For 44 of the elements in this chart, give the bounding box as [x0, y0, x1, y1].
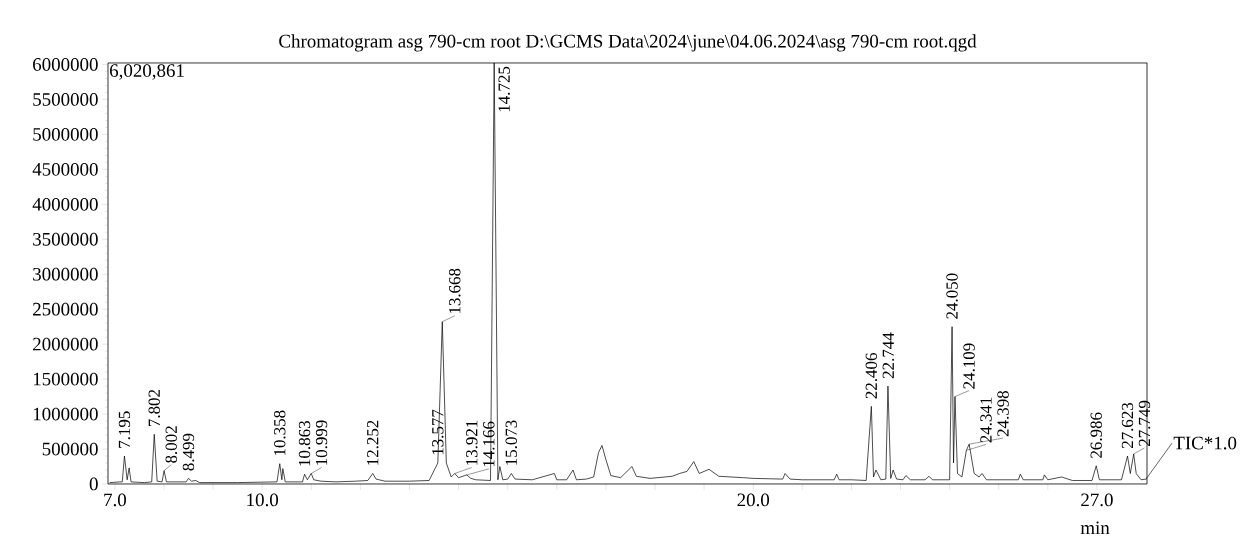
y-tick-label: 500000	[42, 442, 98, 456]
annotation: 8.499	[182, 433, 195, 471]
y-tick-label: 1000000	[33, 407, 98, 421]
y-tick-label: 2000000	[33, 337, 98, 351]
annotation: 27.623	[1121, 402, 1134, 449]
y-tick-label: 0	[89, 477, 98, 491]
annotation: 26.986	[1090, 412, 1102, 458]
annotation: 10.863	[298, 421, 311, 466]
y-tick-label: 5500000	[33, 93, 98, 106]
x-tick-label: 7.0	[104, 493, 126, 507]
annotation: 7.802	[148, 389, 161, 427]
y-tick-label: 3000000	[33, 267, 98, 281]
annotation: 13.577	[432, 409, 444, 455]
annotation: 13.668	[449, 268, 461, 314]
annotation: 15.073	[505, 420, 518, 465]
annotation: 24.109	[963, 343, 975, 389]
annotation: 22.744	[882, 332, 895, 379]
y-tick-label: 4000000	[32, 197, 98, 211]
annotation: 22.406	[865, 353, 878, 399]
annotation: 24.398	[997, 390, 1009, 437]
y-tick-label: 3500000	[33, 232, 98, 246]
annotation: 6,020,861	[110, 64, 184, 80]
y-tick-label: 1500000	[33, 372, 98, 386]
annotation: 24.050	[946, 273, 958, 319]
y-tick-label: 2500000	[33, 302, 98, 316]
x-tick-label: 20.0	[737, 493, 770, 507]
x-tick-label: 27.0	[1081, 493, 1113, 507]
annotation: 13.921	[466, 420, 478, 465]
x-tick-label: 10.0	[247, 493, 279, 507]
chart-title: Chromatogram asg 790-cm root D:\GCMS Data\2024\june\04.06.2024\asg 790-cm root.qgd	[279, 34, 977, 52]
annotation: 10.999	[315, 420, 328, 465]
legend-label: TIC*1.0	[1173, 436, 1237, 450]
x-axis-title: min	[1080, 521, 1110, 535]
annotation: 10.358	[274, 410, 286, 456]
y-tick-label: 4500000	[32, 162, 98, 176]
y-tick-label: 6000000	[33, 58, 98, 71]
annotation: 14.725	[498, 66, 510, 112]
annotation: 12.252	[367, 420, 379, 465]
annotation: 27.749	[1138, 400, 1151, 446]
annotation: 8.002	[165, 426, 178, 463]
annotation: 24.341	[980, 397, 992, 443]
y-tick-label: 5000000	[33, 127, 98, 141]
annotation: 14.166	[483, 421, 495, 467]
annotation: 7.195	[118, 411, 131, 448]
